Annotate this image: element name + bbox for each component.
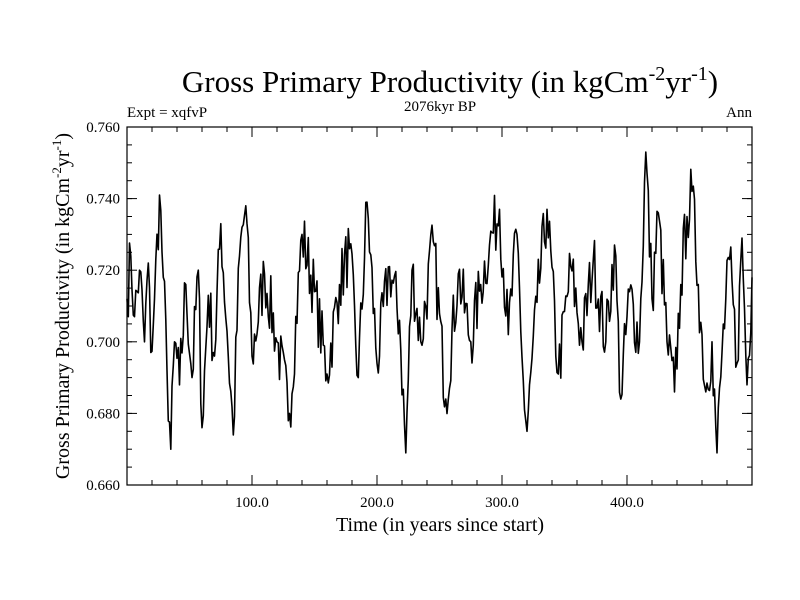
x-tick-label: 300.0 — [485, 495, 519, 511]
y-tick-label: 0.720 — [86, 263, 120, 279]
subtitle-left: Expt = xqfvP — [127, 105, 207, 121]
y-tick-label: 0.740 — [86, 192, 120, 208]
x-tick-label: 200.0 — [360, 495, 394, 511]
y-tick-label: 0.660 — [86, 478, 120, 494]
y-tick-label: 0.680 — [86, 406, 120, 422]
y-tick-label: 0.700 — [86, 335, 120, 351]
x-tick-label: 400.0 — [610, 495, 644, 511]
gpp-series-line — [126, 151, 753, 454]
y-tick-label: 0.760 — [86, 120, 120, 136]
x-tick-label: 100.0 — [235, 495, 269, 511]
x-axis-label: Time (in years since start) — [336, 514, 544, 536]
x-tick-labels: 100.0 200.0 300.0 400.0 — [235, 495, 644, 511]
y-axis-label: Gross Primary Productivity (in kgCm-2yr-… — [49, 133, 74, 479]
y-tick-labels: 0.660 0.680 0.700 0.720 0.740 0.760 — [86, 120, 120, 494]
subtitle-right: Ann — [726, 105, 752, 121]
subtitle-center: 2076kyr BP — [404, 99, 476, 115]
chart-title: Gross Primary Productivity (in kgCm-2yr-… — [182, 63, 718, 99]
